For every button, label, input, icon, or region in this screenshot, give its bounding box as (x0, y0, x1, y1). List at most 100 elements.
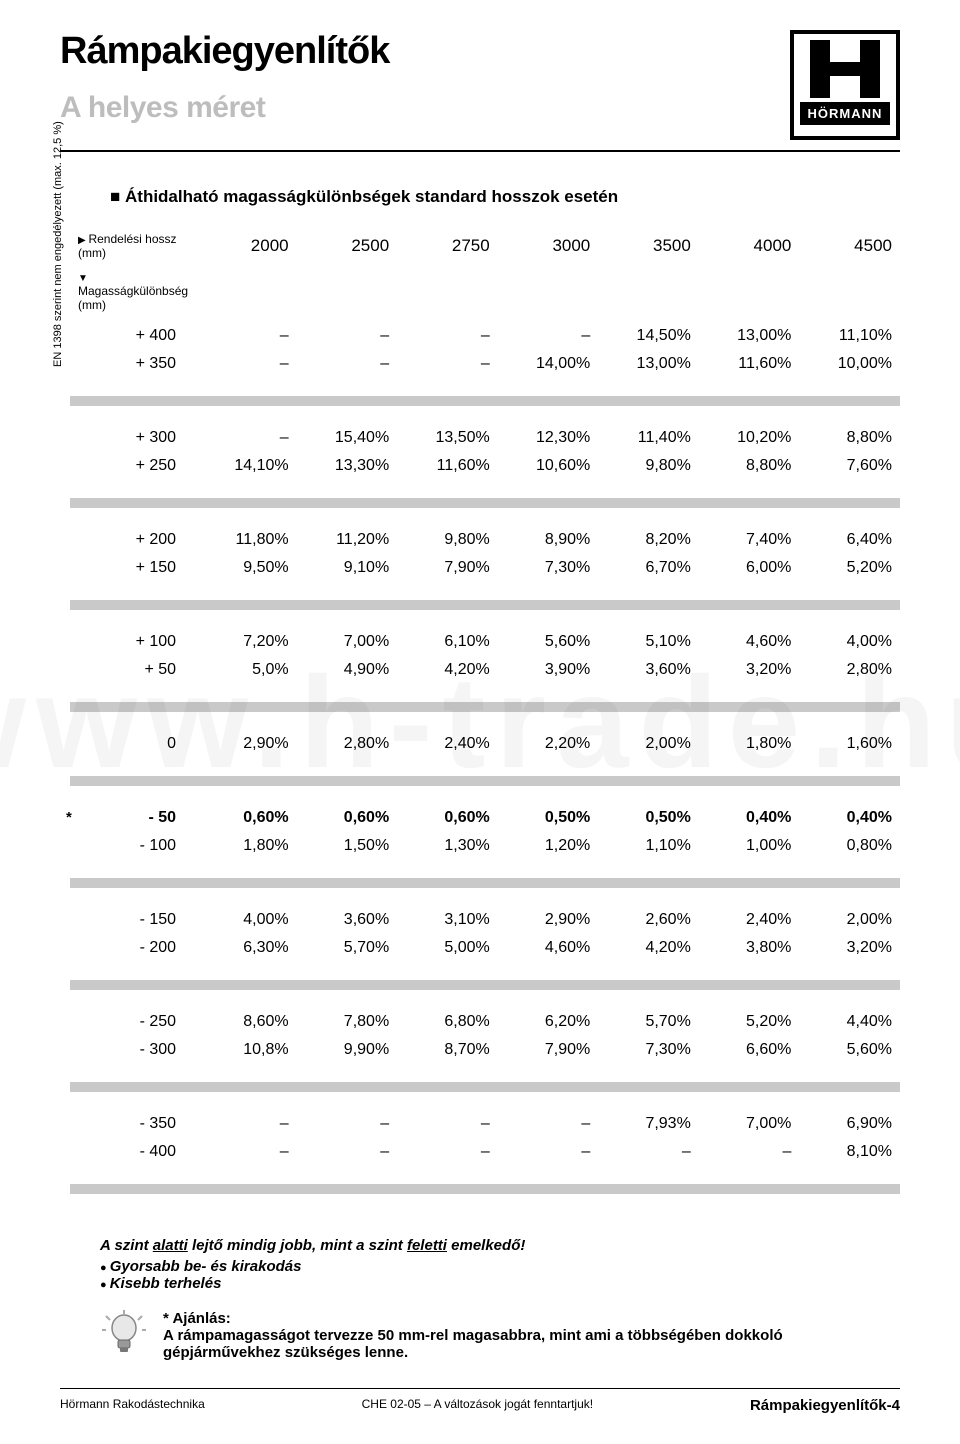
data-cell: 2,00% (799, 906, 900, 934)
data-cell: 2,00% (598, 730, 699, 758)
row-label: + 100 (70, 628, 196, 656)
data-cell: 15,40% (297, 424, 398, 452)
data-cell: 13,00% (699, 322, 800, 350)
data-cell: 5,70% (297, 934, 398, 962)
data-cell: 0,60% (196, 804, 297, 832)
data-cell: 9,80% (397, 526, 498, 554)
data-cell: 5,20% (699, 1008, 800, 1036)
row-label: + 300 (70, 424, 196, 452)
length-header: 3500 (598, 227, 699, 265)
group-separator (70, 396, 900, 406)
row-label: + 400 (70, 322, 196, 350)
data-table: Rendelési hossz (mm) 2000250027503000350… (70, 227, 900, 1212)
notes-bullets: Gyorsabb be- és kirakodásKisebb terhelés (100, 1258, 900, 1292)
data-cell: 4,40% (799, 1008, 900, 1036)
data-cell: 3,60% (297, 906, 398, 934)
data-cell: – (397, 1110, 498, 1138)
data-cell: 5,60% (498, 628, 599, 656)
data-cell: 1,10% (598, 832, 699, 860)
data-cell: 0,60% (397, 804, 498, 832)
table-row: - 350––––7,93%7,00%6,90% (70, 1110, 900, 1138)
data-cell: 7,20% (196, 628, 297, 656)
data-cell: 2,40% (699, 906, 800, 934)
length-header: 4500 (799, 227, 900, 265)
tip-row: * Ajánlás: A rámpamagasságot tervezze 50… (100, 1310, 900, 1361)
data-cell: 7,00% (297, 628, 398, 656)
bullet-item: Kisebb terhelés (100, 1275, 900, 1292)
data-cell: 6,80% (397, 1008, 498, 1036)
data-cell: 7,30% (598, 1036, 699, 1064)
data-cell: 2,90% (196, 730, 297, 758)
table-row: *- 500,60%0,60%0,60%0,50%0,50%0,40%0,40% (70, 804, 900, 832)
row-label: - 400 (70, 1138, 196, 1166)
data-cell: 7,90% (397, 554, 498, 582)
star-marker: * (66, 809, 72, 826)
lightbulb-icon (100, 1310, 148, 1358)
group-separator (70, 776, 900, 786)
data-cell: – (498, 322, 599, 350)
data-cell: 6,90% (799, 1110, 900, 1138)
table-row: + 25014,10%13,30%11,60%10,60%9,80%8,80%7… (70, 452, 900, 480)
data-cell: 6,30% (196, 934, 297, 962)
data-cell: 3,60% (598, 656, 699, 684)
data-cell: 5,70% (598, 1008, 699, 1036)
data-cell: – (297, 322, 398, 350)
data-cell: 10,00% (799, 350, 900, 378)
footer-center: CHE 02-05 – A változások jogát fenntartj… (362, 1397, 593, 1414)
notes-section: A szint alatti lejtő mindig jobb, mint a… (100, 1237, 900, 1361)
row-label: 0 (70, 730, 196, 758)
data-cell: 0,80% (799, 832, 900, 860)
table-row: + 1007,20%7,00%6,10%5,60%5,10%4,60%4,00% (70, 628, 900, 656)
data-cell: 1,50% (297, 832, 398, 860)
data-cell: 1,80% (196, 832, 297, 860)
data-cell: 0,60% (297, 804, 398, 832)
length-header: 2750 (397, 227, 498, 265)
data-cell: 1,30% (397, 832, 498, 860)
data-cell: 11,60% (699, 350, 800, 378)
data-cell: 6,00% (699, 554, 800, 582)
data-cell: 3,20% (699, 656, 800, 684)
logo-h-icon (810, 40, 880, 98)
row-label: + 200 (70, 526, 196, 554)
row-label: - 200 (70, 934, 196, 962)
data-cell: 7,40% (699, 526, 800, 554)
data-cell: 4,20% (397, 656, 498, 684)
data-cell: 12,30% (498, 424, 599, 452)
data-cell: 8,70% (397, 1036, 498, 1064)
data-cell: 10,60% (498, 452, 599, 480)
data-cell: 13,50% (397, 424, 498, 452)
header-divider (60, 150, 900, 152)
length-label: Rendelési hossz (mm) (70, 227, 196, 265)
group-separator (70, 1184, 900, 1194)
header: Rámpakiegyenlítők A helyes méret HÖRMANN (60, 30, 900, 140)
data-cell: 7,30% (498, 554, 599, 582)
data-cell: 3,80% (699, 934, 800, 962)
data-cell: 6,70% (598, 554, 699, 582)
data-cell: 2,60% (598, 906, 699, 934)
data-cell: 4,90% (297, 656, 398, 684)
table-row: + 400––––14,50%13,00%11,10% (70, 322, 900, 350)
side-label: EN 1398 szerint nem engedélyezett (max. … (52, 127, 64, 287)
section-title: Áthidalható magasságkülönbségek standard… (110, 187, 900, 207)
table-row: + 1509,50%9,10%7,90%7,30%6,70%6,00%5,20% (70, 554, 900, 582)
data-cell: 1,80% (699, 730, 800, 758)
data-cell: 5,10% (598, 628, 699, 656)
table-row: + 20011,80%11,20%9,80%8,90%8,20%7,40%6,4… (70, 526, 900, 554)
data-cell: 9,50% (196, 554, 297, 582)
row-label: + 50 (70, 656, 196, 684)
table-row: - 1504,00%3,60%3,10%2,90%2,60%2,40%2,00% (70, 906, 900, 934)
logo-text: HÖRMANN (800, 102, 890, 125)
data-cell: 0,40% (699, 804, 800, 832)
data-cell: – (699, 1138, 800, 1166)
data-cell: 2,40% (397, 730, 498, 758)
data-cell: – (196, 322, 297, 350)
row-label: + 250 (70, 452, 196, 480)
data-cell: 9,80% (598, 452, 699, 480)
table-row: 02,90%2,80%2,40%2,20%2,00%1,80%1,60% (70, 730, 900, 758)
data-cell: – (397, 1138, 498, 1166)
data-cell: – (196, 1138, 297, 1166)
table-row: - 2508,60%7,80%6,80%6,20%5,70%5,20%4,40% (70, 1008, 900, 1036)
data-cell: 10,20% (699, 424, 800, 452)
table-row: - 400––––––8,10% (70, 1138, 900, 1166)
footer-left: Hörmann Rakodástechnika (60, 1397, 205, 1414)
